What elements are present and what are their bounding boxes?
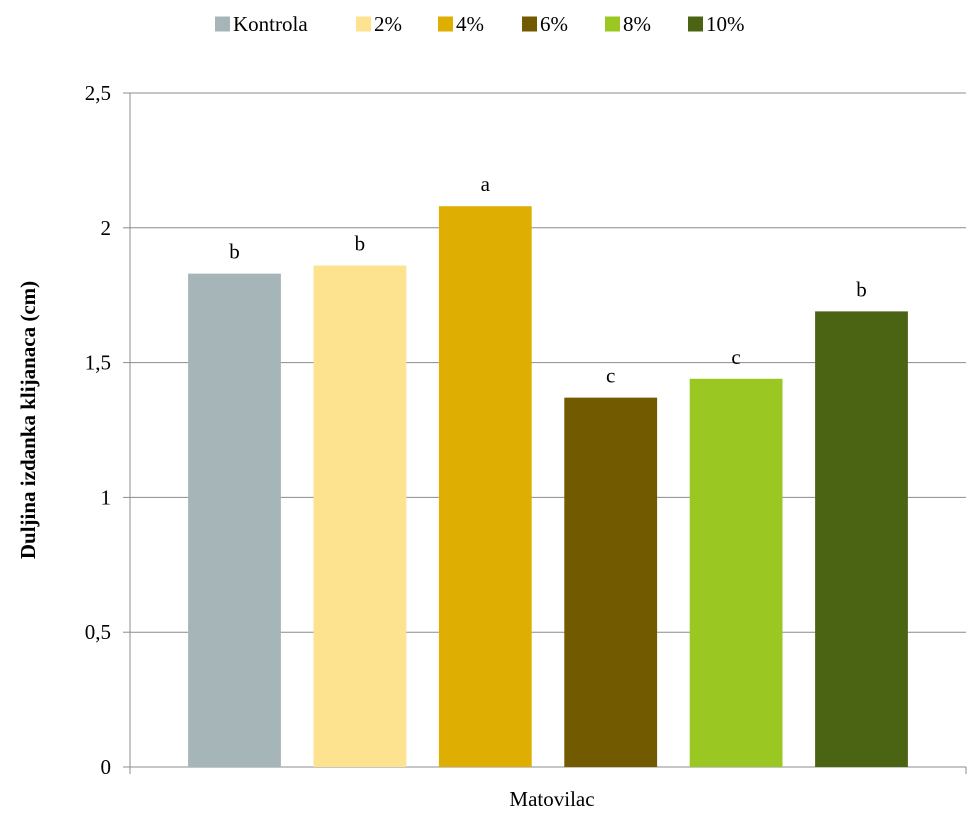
legend-label: 8% [623, 12, 651, 36]
bar-10pct [815, 311, 908, 767]
legend-swatch [215, 16, 230, 32]
bar-kontrola [188, 273, 281, 767]
legend-label: 4% [456, 12, 484, 36]
bar-significance-label: c [731, 345, 740, 369]
legend-swatch [356, 16, 371, 32]
legend-swatch [438, 16, 453, 32]
legend-swatch [522, 16, 537, 32]
bar-significance-label: b [229, 240, 240, 264]
bar-labels: b b a c c b [229, 172, 867, 387]
y-axis-title: Duljina izdanka klijanaca (cm) [16, 281, 40, 559]
bars [188, 206, 908, 767]
legend-swatch [605, 16, 620, 32]
legend-swatch [688, 16, 703, 32]
bar-significance-label: b [856, 277, 867, 301]
bar-significance-label: c [606, 364, 615, 388]
y-tick-label: 1 [101, 485, 112, 509]
y-tick-label: 0 [101, 755, 112, 779]
legend: Kontrola 2% 4% 6% 8% 10% [215, 12, 745, 36]
y-tick-label: 2 [101, 216, 112, 240]
bar-significance-label: a [481, 172, 491, 196]
legend-label: 6% [540, 12, 568, 36]
bar-8pct [689, 378, 783, 767]
bar-6pct [564, 397, 658, 767]
y-tick-labels: 0 0,5 1 1,5 2 2,5 [85, 81, 111, 779]
legend-label: Kontrola [233, 12, 308, 36]
x-axis-title: Matovilac [509, 787, 594, 811]
y-tick-label: 0,5 [85, 620, 111, 644]
y-tick-label: 1,5 [85, 351, 111, 375]
bar-2pct [313, 265, 407, 767]
legend-label: 10% [706, 12, 745, 36]
bar-4pct [438, 206, 532, 767]
legend-label: 2% [374, 12, 402, 36]
y-tick-label: 2,5 [85, 81, 111, 105]
bar-significance-label: b [355, 232, 366, 256]
